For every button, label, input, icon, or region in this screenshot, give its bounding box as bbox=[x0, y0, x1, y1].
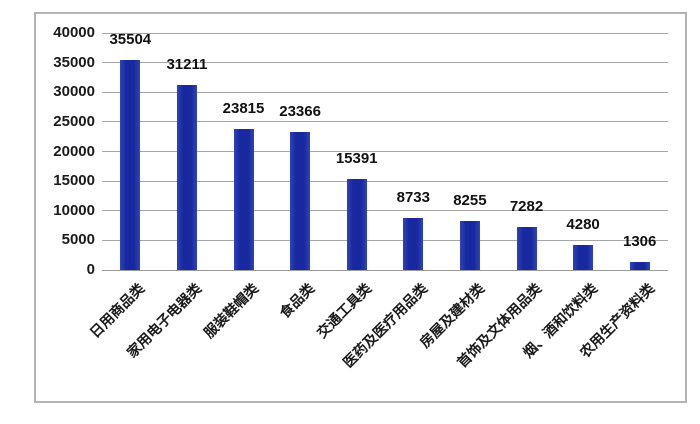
gridline bbox=[102, 32, 668, 34]
y-axis-tick-label: 10000 bbox=[53, 201, 95, 219]
bar bbox=[346, 178, 367, 270]
y-axis-tick-label: 35000 bbox=[53, 53, 95, 71]
gridline bbox=[102, 62, 668, 64]
gridline bbox=[102, 180, 668, 182]
gridline bbox=[102, 210, 668, 212]
y-axis-tick-label: 30000 bbox=[53, 83, 95, 101]
bar-value-label: 1306 bbox=[623, 233, 657, 251]
y-axis-tick-label: 15000 bbox=[53, 172, 95, 190]
gridline bbox=[102, 121, 668, 123]
x-axis-line bbox=[102, 269, 668, 271]
bar-value-label: 31211 bbox=[166, 56, 208, 74]
y-axis-tick-label: 20000 bbox=[53, 142, 95, 160]
bar bbox=[516, 226, 537, 270]
bar bbox=[573, 244, 594, 270]
bar bbox=[290, 131, 311, 270]
y-axis-tick-label: 5000 bbox=[61, 231, 95, 249]
bar-value-label: 23366 bbox=[279, 102, 321, 120]
y-axis-tick-label: 25000 bbox=[53, 112, 95, 130]
bar-value-label: 15391 bbox=[335, 149, 378, 167]
gridline bbox=[102, 239, 668, 241]
bar-value-label: 8255 bbox=[453, 192, 487, 210]
bar-value-label: 8733 bbox=[396, 189, 430, 207]
bar bbox=[629, 262, 650, 270]
bar-value-label: 35504 bbox=[109, 30, 152, 48]
gridline bbox=[102, 91, 668, 93]
y-axis-tick-label: 0 bbox=[86, 261, 95, 278]
bar bbox=[120, 59, 141, 270]
bar bbox=[459, 221, 480, 270]
gridline bbox=[102, 151, 668, 152]
bar bbox=[403, 218, 424, 270]
bar-value-label: 4280 bbox=[566, 215, 600, 233]
bar-value-label: 7282 bbox=[509, 197, 544, 215]
bar bbox=[233, 128, 254, 270]
bar-value-label: 23815 bbox=[222, 99, 265, 117]
y-axis-tick-label: 40000 bbox=[53, 24, 95, 41]
bar bbox=[176, 85, 197, 270]
